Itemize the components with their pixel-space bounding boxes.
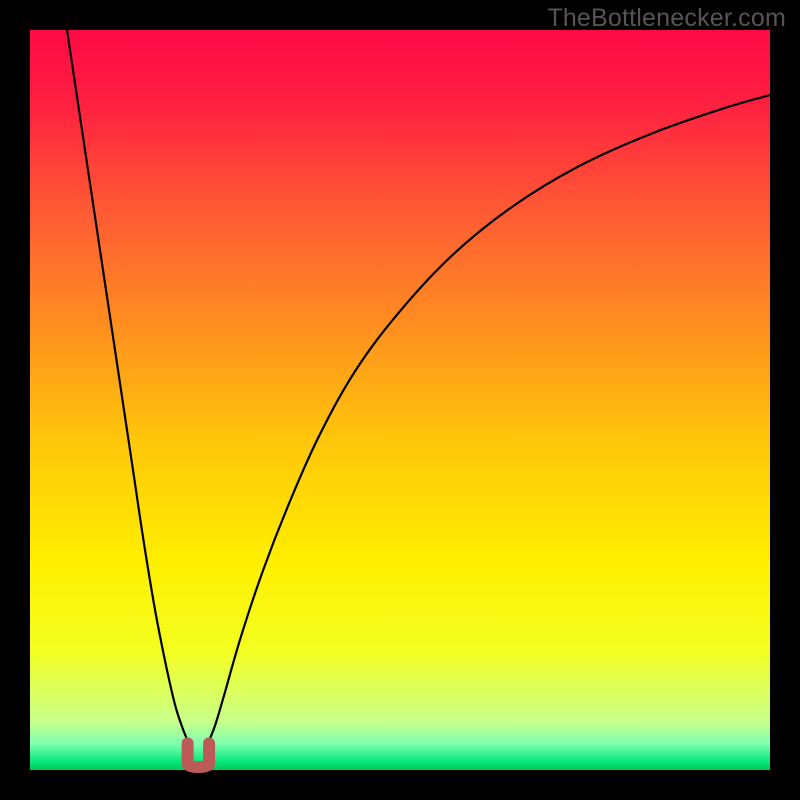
chart-svg: [0, 0, 800, 800]
gradient-background: [30, 30, 770, 770]
watermark-text: TheBottlenecker.com: [547, 4, 786, 33]
figure-container: TheBottlenecker.com: [0, 0, 800, 800]
